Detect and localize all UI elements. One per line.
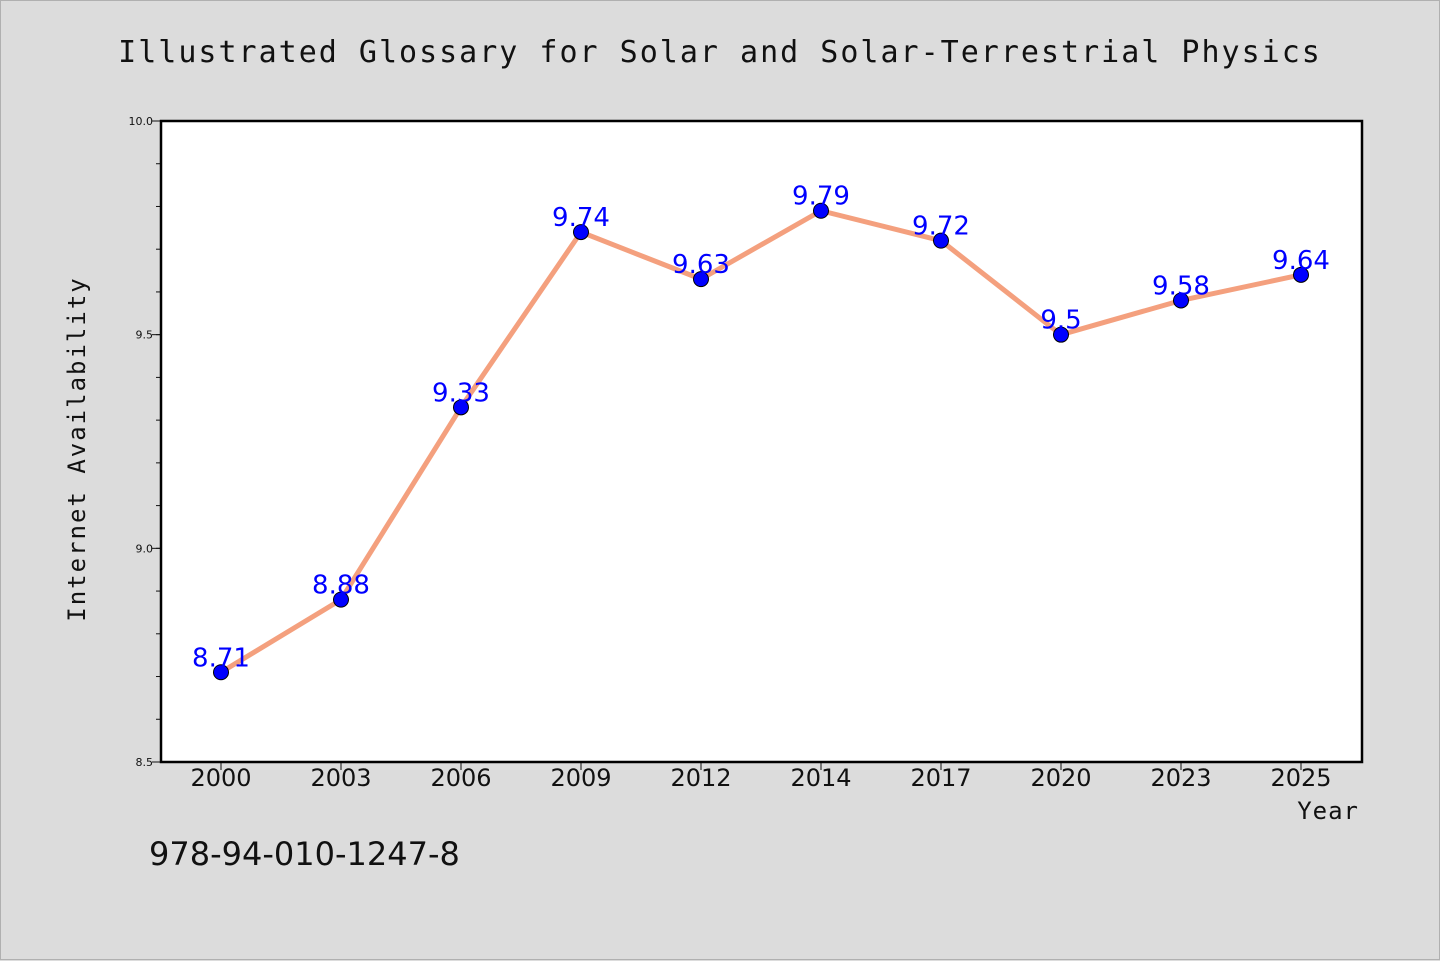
data-label: 9.72 [912, 212, 970, 242]
x-tick-label: 2017 [910, 764, 971, 792]
data-point [1053, 326, 1069, 343]
y-tick-label: 9.0 [136, 542, 154, 555]
data-label: 9.79 [792, 182, 850, 212]
plot-frame [159, 119, 1364, 764]
x-tick-label: 2006 [430, 764, 491, 792]
series-line [218, 208, 1304, 675]
data-point [453, 399, 469, 416]
isbn-text: 978-94-010-1247-8 [149, 835, 460, 873]
x-tick-label: 2003 [310, 764, 371, 792]
data-point [333, 591, 349, 608]
data-label: 9.74 [552, 203, 610, 233]
x-axis-label: Year [1297, 797, 1359, 825]
y-tick-label: 9.5 [136, 329, 154, 342]
y-tick-label: 8.5 [136, 756, 154, 769]
data-label: 9.58 [1152, 271, 1210, 301]
data-point [933, 232, 949, 249]
data-point [693, 271, 709, 288]
x-tick-label: 2014 [790, 764, 851, 792]
x-tick-label: 2009 [550, 764, 611, 792]
data-point [573, 224, 589, 241]
data-point [213, 664, 229, 681]
data-label: 9.33 [432, 378, 490, 408]
data-point [1293, 266, 1309, 283]
chart-title: Illustrated Glossary for Solar and Solar… [118, 35, 1322, 70]
data-label: 9.64 [1272, 246, 1330, 276]
x-tick-label: 2000 [190, 764, 251, 792]
data-label: 8.88 [312, 571, 370, 601]
y-tick-label: 10.0 [129, 115, 154, 128]
x-tick-label: 2023 [1150, 764, 1211, 792]
data-point [813, 202, 829, 219]
x-tick-label: 2020 [1030, 764, 1091, 792]
data-label: 9.63 [672, 250, 730, 280]
data-label: 9.5 [1040, 306, 1081, 336]
x-tick-label: 2025 [1270, 764, 1331, 792]
data-label: 8.71 [192, 643, 250, 673]
plot-area [161, 121, 1362, 762]
x-tick-label: 2012 [670, 764, 731, 792]
data-point [1173, 292, 1189, 309]
